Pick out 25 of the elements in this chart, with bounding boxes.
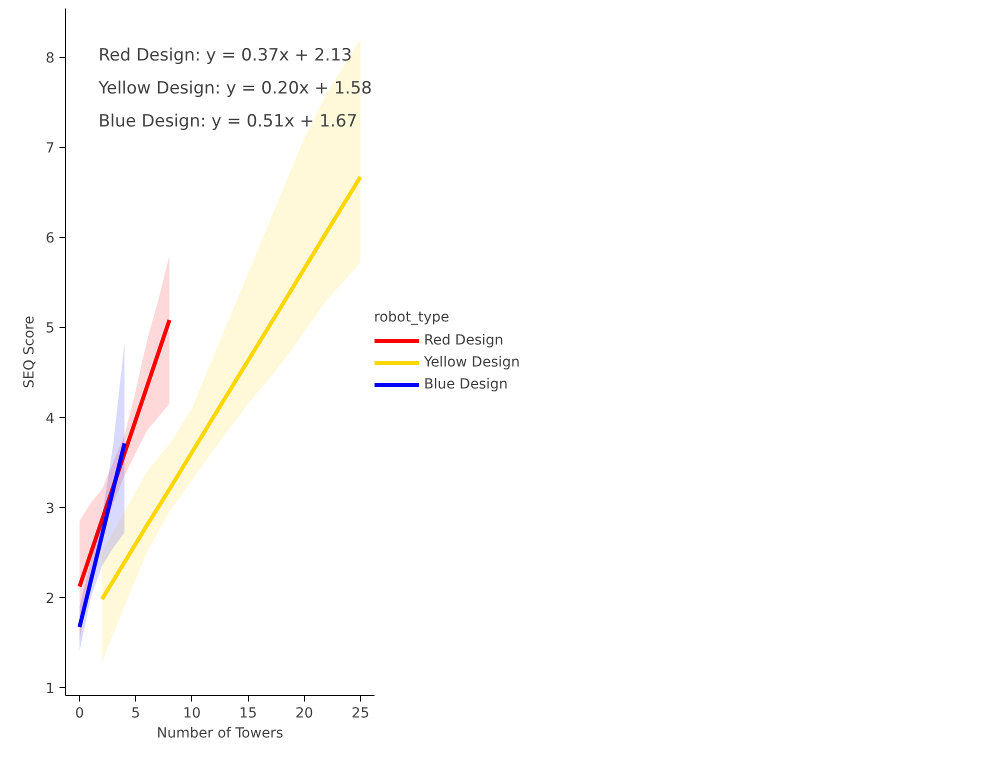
y-tick-label: 3 [46,500,55,517]
line-series [100,174,362,602]
x-tick-label: 25 [352,706,370,722]
x-tick-label: 20 [295,706,314,722]
y-axis-title: SEQ Score [22,316,38,388]
x-tick-label: 15 [239,706,258,722]
legend-label: Red Design [424,332,504,348]
annotation: Blue Design: y = 0.51x + 1.67 [98,112,358,132]
y-tick-label: 6 [46,230,55,247]
line-series [78,441,126,630]
x-tick-label: 0 [75,706,84,722]
legend-label: Yellow Design [424,354,520,370]
y-tick-label: 2 [46,590,55,607]
y-tick-label: 4 [46,410,55,427]
annotation: Red Design: y = 0.37x + 2.13 [98,46,352,66]
y-tick-label: 8 [46,50,55,67]
annotation: Yellow Design: y = 0.20x + 1.58 [98,78,372,98]
y-tick-label: 1 [46,680,55,697]
y-tick-label: 7 [46,140,55,157]
legend-title: robot_type [374,309,450,325]
x-tick-label: 5 [131,706,140,722]
x-axis-title: Number of Towers [156,726,284,742]
x-tick-label: 10 [183,706,201,722]
legend-label: Blue Design [424,376,508,392]
y-tick-label: 5 [46,320,55,337]
